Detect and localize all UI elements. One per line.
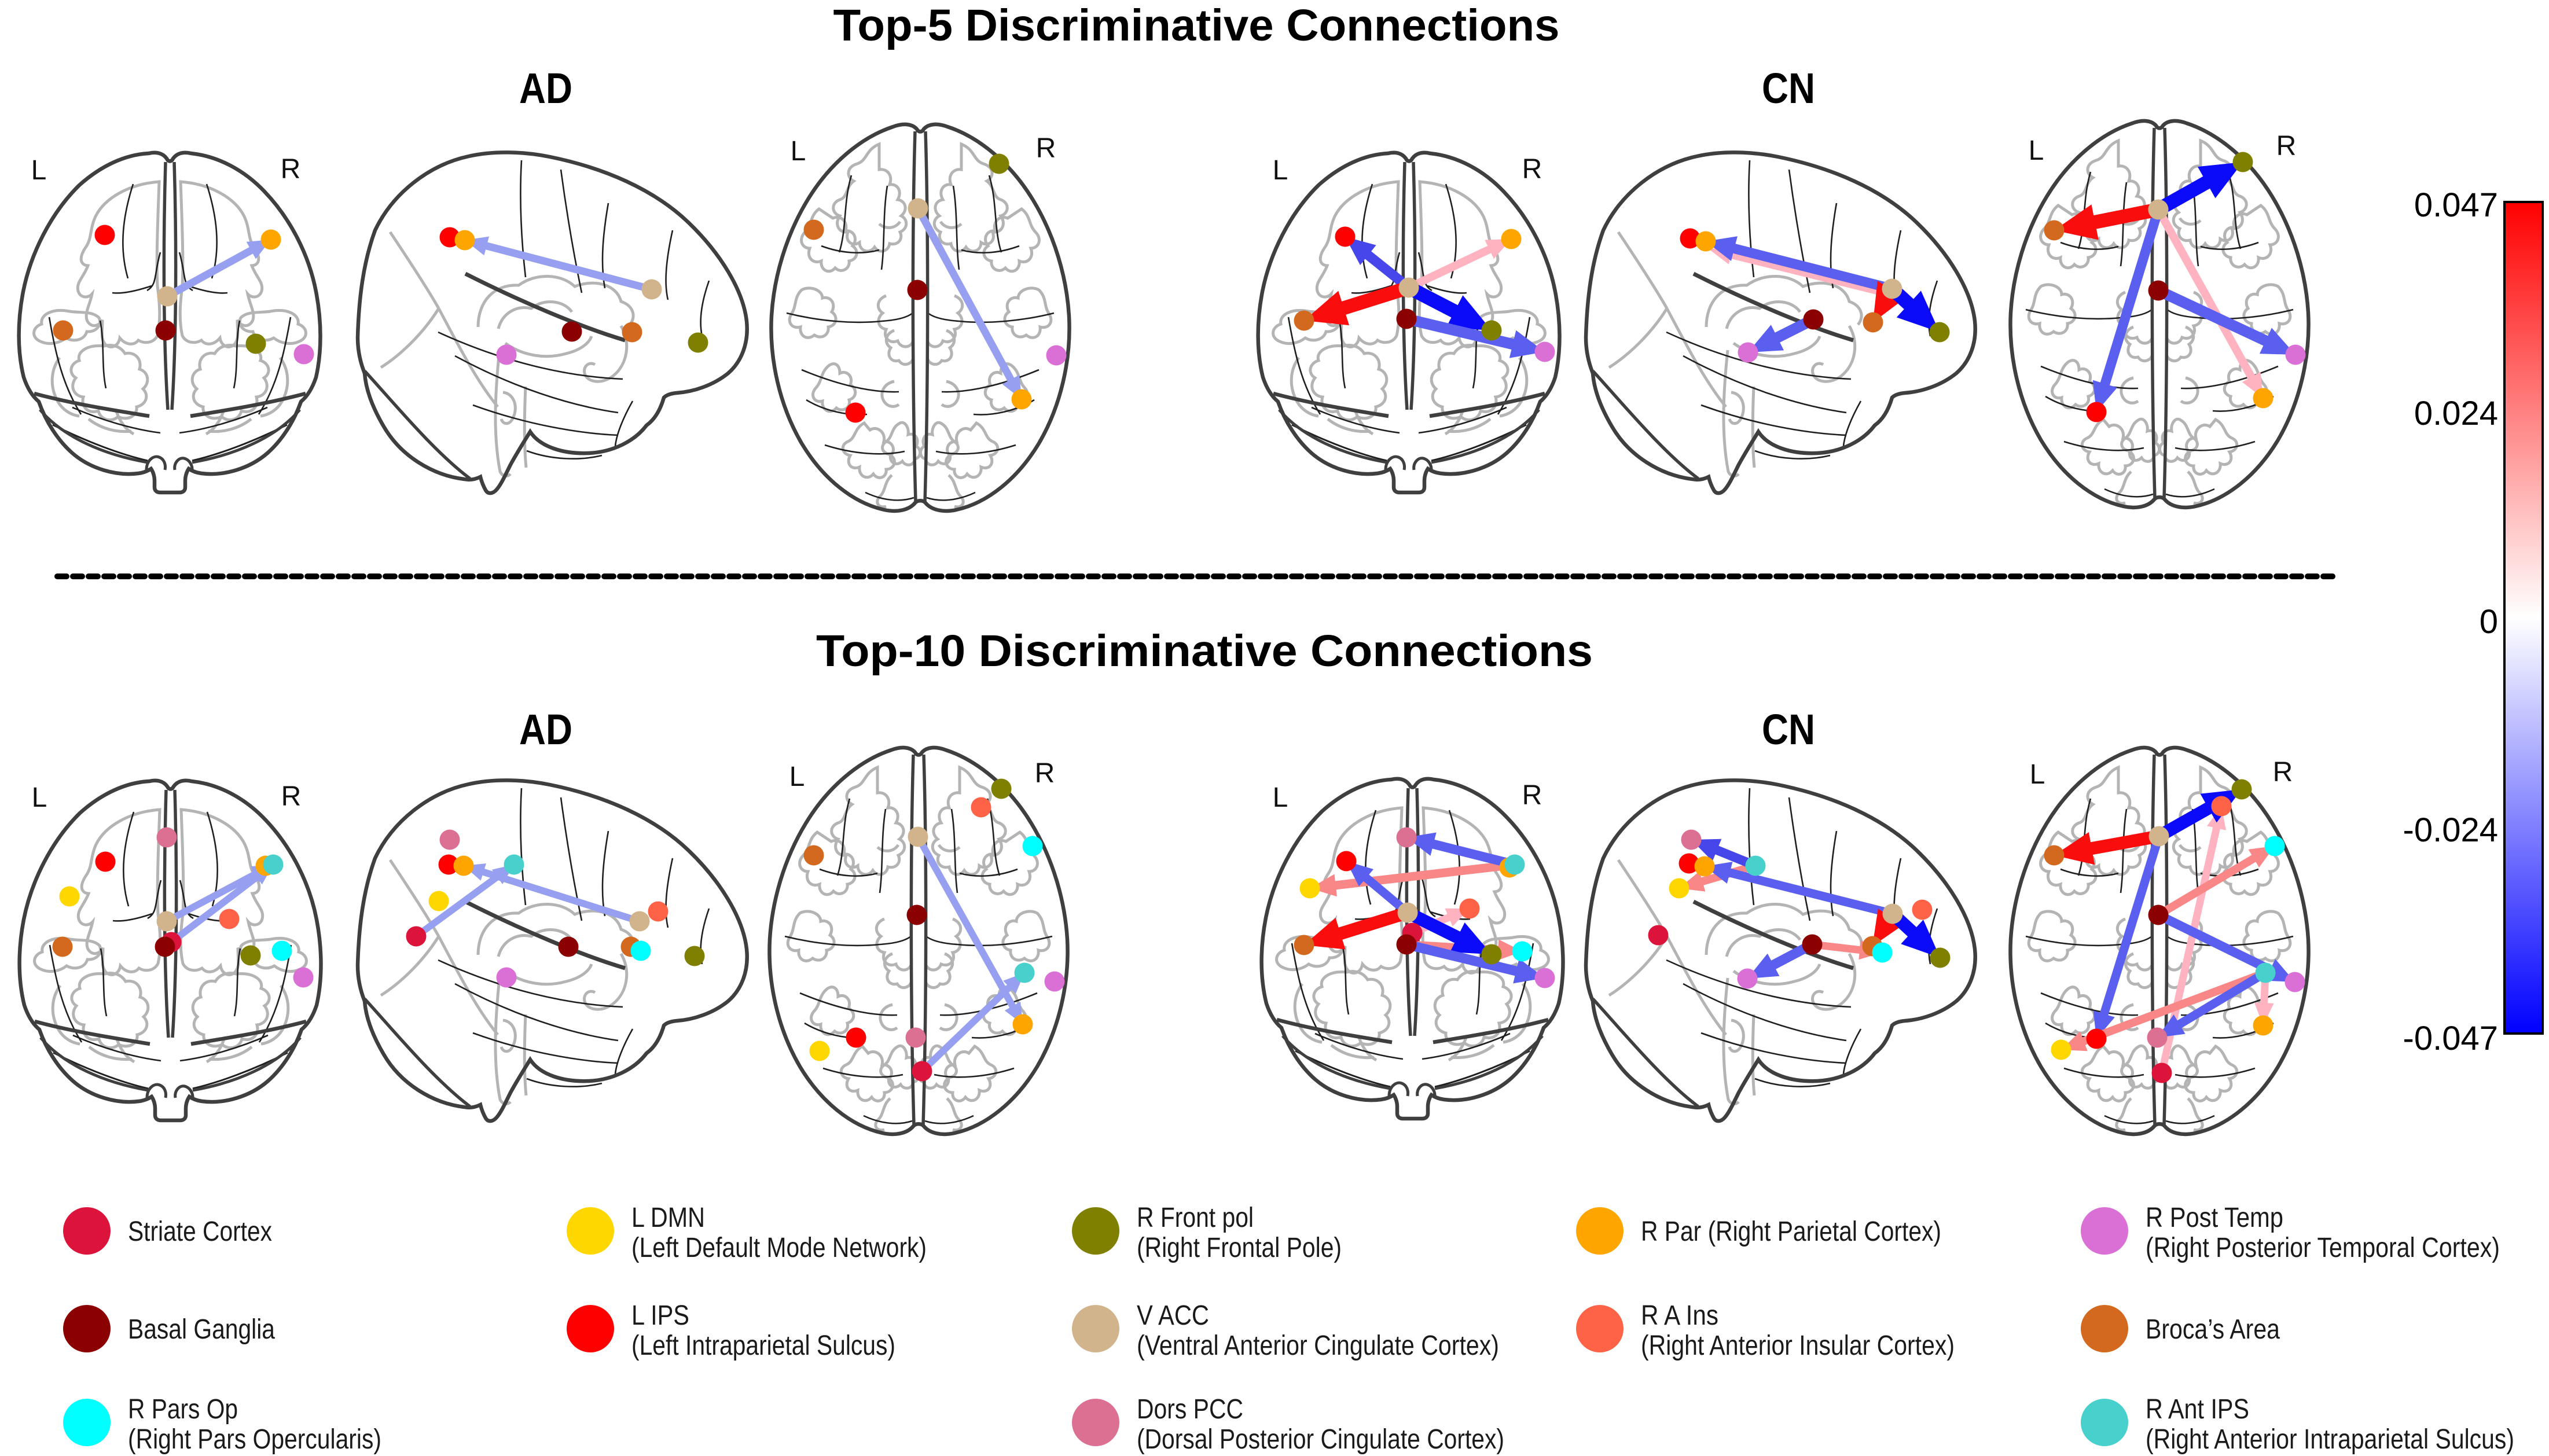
svg-text:Broca’s Area: Broca’s Area bbox=[2146, 1314, 2280, 1345]
svg-text:(Right Anterior Intraparietal: (Right Anterior Intraparietal Sulcus) bbox=[2146, 1424, 2514, 1455]
svg-text:(Right Pars Opercularis): (Right Pars Opercularis) bbox=[128, 1424, 381, 1455]
svg-text:L: L bbox=[2029, 135, 2044, 166]
svg-text:AD: AD bbox=[519, 64, 572, 112]
svg-text:L: L bbox=[32, 782, 47, 813]
svg-text:CN: CN bbox=[1762, 705, 1815, 753]
svg-text:R Ant IPS: R Ant IPS bbox=[2146, 1394, 2249, 1425]
svg-text:L: L bbox=[31, 155, 47, 186]
svg-text:L: L bbox=[1273, 782, 1288, 813]
svg-text:L: L bbox=[1273, 155, 1288, 186]
svg-text:L: L bbox=[791, 136, 806, 167]
svg-text:R Pars Op: R Pars Op bbox=[128, 1394, 238, 1425]
svg-text:R: R bbox=[281, 781, 302, 812]
svg-text:Basal Ganglia: Basal Ganglia bbox=[128, 1314, 275, 1345]
svg-text:-0.024: -0.024 bbox=[2403, 811, 2498, 849]
svg-text:Dors PCC: Dors PCC bbox=[1137, 1394, 1243, 1425]
svg-text:0.024: 0.024 bbox=[2414, 395, 2498, 432]
svg-text:R: R bbox=[2273, 757, 2293, 788]
svg-text:R: R bbox=[281, 154, 301, 185]
svg-text:0.047: 0.047 bbox=[2414, 186, 2498, 224]
svg-text:R: R bbox=[2276, 131, 2297, 161]
svg-text:L: L bbox=[789, 762, 805, 792]
svg-text:-0.047: -0.047 bbox=[2403, 1020, 2498, 1057]
svg-text:CN: CN bbox=[1762, 64, 1815, 112]
svg-text:R Post Temp: R Post Temp bbox=[2146, 1203, 2283, 1233]
svg-text:Top-5 Discriminative Connectio: Top-5 Discriminative Connections bbox=[833, 1, 1560, 50]
svg-text:R: R bbox=[1035, 758, 1055, 789]
svg-text:Top-10 Discriminative Connecti: Top-10 Discriminative Connections bbox=[816, 626, 1593, 676]
svg-text:(Ventral Anterior Cingulate Co: (Ventral Anterior Cingulate Cortex) bbox=[1137, 1330, 1499, 1361]
svg-text:(Right Anterior Insular Cortex: (Right Anterior Insular Cortex) bbox=[1641, 1330, 1955, 1361]
svg-text:(Left Intraparietal Sulcus): (Left Intraparietal Sulcus) bbox=[631, 1330, 895, 1361]
svg-text:R: R bbox=[1036, 133, 1056, 164]
svg-text:(Left Default Mode Network): (Left Default Mode Network) bbox=[631, 1233, 927, 1263]
svg-text:Striate Cortex: Striate Cortex bbox=[128, 1216, 272, 1247]
svg-text:(Dorsal Posterior Cingulate Co: (Dorsal Posterior Cingulate Cortex) bbox=[1137, 1424, 1504, 1455]
svg-text:L DMN: L DMN bbox=[631, 1203, 705, 1233]
svg-text:AD: AD bbox=[519, 705, 572, 753]
svg-text:0: 0 bbox=[2480, 603, 2498, 641]
svg-text:R Front pol: R Front pol bbox=[1137, 1203, 1254, 1233]
svg-text:R: R bbox=[1522, 154, 1542, 185]
svg-text:R A Ins: R A Ins bbox=[1641, 1300, 1718, 1331]
svg-text:L IPS: L IPS bbox=[631, 1300, 689, 1331]
svg-text:V ACC: V ACC bbox=[1137, 1300, 1209, 1331]
svg-text:L: L bbox=[2030, 759, 2045, 790]
svg-text:R: R bbox=[1522, 780, 1542, 811]
svg-text:(Right Posterior Temporal Cort: (Right Posterior Temporal Cortex) bbox=[2146, 1233, 2500, 1263]
svg-text:R Par (Right Parietal Cortex): R Par (Right Parietal Cortex) bbox=[1641, 1216, 1941, 1247]
svg-text:(Right Frontal Pole): (Right Frontal Pole) bbox=[1137, 1233, 1342, 1263]
